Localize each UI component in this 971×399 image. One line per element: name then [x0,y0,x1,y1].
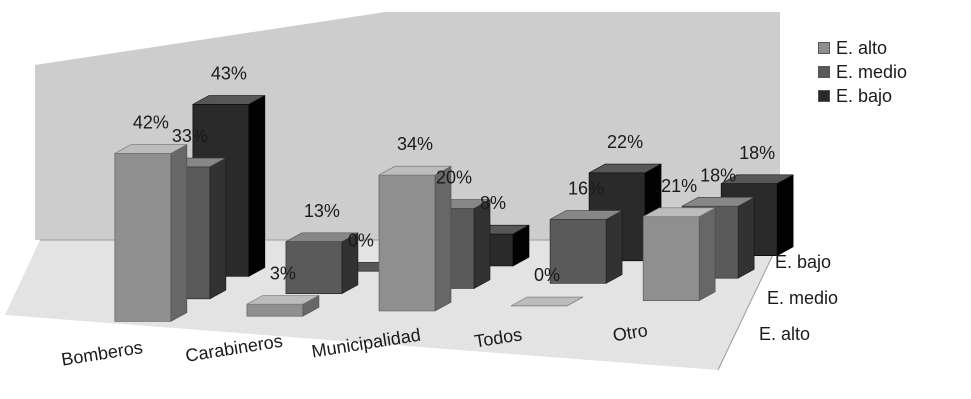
legend-label-e-bajo: E. bajo [836,85,893,106]
data-label-e-bajo-otro: 18% [739,143,775,163]
legend-swatch-e-medio [818,66,830,78]
data-label-e-medio-otro: 18% [700,165,736,185]
data-label-e-alto-municipalidad: 34% [397,134,433,154]
bar-e-alto-todos [510,296,584,307]
category-label-bomberos: Bomberos [60,337,144,370]
data-label-e-medio-carabineros: 13% [304,201,340,221]
bar-e-alto-municipalidad [378,165,452,312]
legend-label-e-alto: E. alto [836,37,888,58]
data-label-e-alto-carabineros: 3% [270,263,296,283]
data-label-e-alto-bomberos: 42% [133,113,169,133]
bar-e-alto-otro [642,207,716,302]
bar-e-medio-carabineros [285,232,359,295]
labels-layer: 18% 22% 8% 0% 43% 18% 16% 20% 13% 33% 21% 0% 34% 3% 42… [60,64,838,370]
bar-e-alto-carabineros [246,294,320,317]
legend: E. alto E. medio E. bajo [818,36,907,108]
bars-layer [114,95,794,322]
legend-item-e-alto: E. alto [818,36,907,60]
category-label-carabineros: Carabineros [184,331,284,366]
bar-e-medio-todos [549,210,623,284]
bar-e-alto-bomberos [114,144,188,322]
depth-axis-label-e-medio: E. medio [767,288,838,308]
legend-label-e-medio: E. medio [836,61,908,82]
depth-axis-label-e-bajo: E. bajo [775,252,831,272]
legend-item-e-bajo: E. bajo [818,84,907,108]
data-label-e-bajo-bomberos: 43% [211,64,247,84]
data-label-e-medio-todos: 16% [568,179,604,199]
data-label-e-medio-municipalidad: 20% [436,168,472,188]
data-label-e-alto-todos: 0% [534,265,560,285]
data-label-e-alto-otro: 21% [661,176,697,196]
legend-swatch-e-alto [818,42,830,54]
data-label-e-bajo-municipalidad: 8% [480,193,506,213]
legend-item-e-medio: E. medio [818,60,907,84]
data-label-e-medio-bomberos: 33% [172,126,208,146]
data-label-e-bajo-carabineros: 0% [348,230,374,250]
data-label-e-bajo-todos: 22% [607,132,643,152]
legend-swatch-e-bajo [818,90,830,102]
depth-axis-label-e-alto: E. alto [759,324,810,344]
